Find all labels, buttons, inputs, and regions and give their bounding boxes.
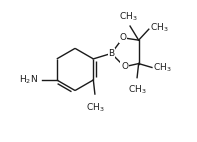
Text: CH$_3$: CH$_3$ [150,21,169,34]
Text: CH$_3$: CH$_3$ [153,61,172,74]
Text: CH$_3$: CH$_3$ [85,101,104,114]
Text: CH$_3$: CH$_3$ [128,84,146,96]
Text: CH$_3$: CH$_3$ [119,11,138,23]
Text: B: B [108,49,114,58]
Text: O: O [121,62,128,71]
Text: O: O [120,33,126,42]
Text: H$_2$N: H$_2$N [19,74,38,86]
